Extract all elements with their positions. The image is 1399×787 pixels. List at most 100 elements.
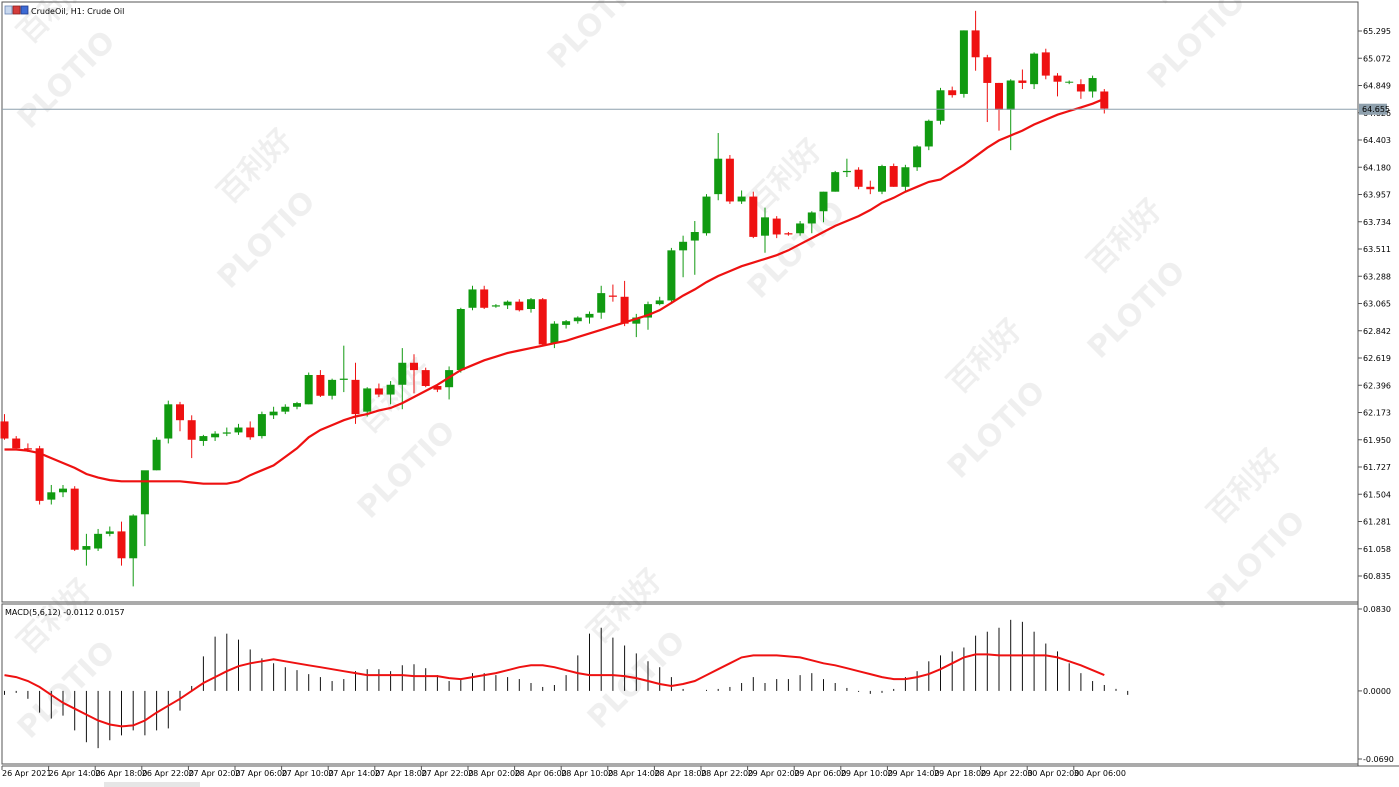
candle (176, 401, 184, 432)
candle (1006, 79, 1015, 151)
candle-body (398, 362, 407, 385)
macd-tick-label: 0.0000 (1363, 687, 1391, 696)
price-tick-label: 61.504 (1363, 490, 1391, 499)
candle-body (725, 158, 734, 202)
candle (983, 54, 992, 123)
candle (293, 401, 301, 410)
candle (714, 133, 723, 201)
price-tick-label: 64.849 (1363, 82, 1391, 91)
candle (784, 232, 793, 236)
candle (538, 298, 547, 346)
candle-body (316, 374, 325, 396)
candle (281, 404, 290, 415)
candle (878, 164, 886, 195)
time-tick-label: 28 Apr 06:00 (515, 769, 567, 778)
price-tick-label: 61.727 (1363, 463, 1391, 472)
candle-body (199, 436, 208, 441)
candle (398, 348, 407, 410)
candle-body (644, 304, 652, 318)
candle (1041, 48, 1050, 80)
time-tick-label: 26 Apr 14:00 (49, 769, 101, 778)
candle (351, 362, 360, 424)
candle-body (878, 166, 886, 192)
candle-body (585, 313, 594, 318)
time-tick-label: 29 Apr 02:00 (748, 769, 800, 778)
candle-body (82, 546, 91, 550)
candle-body (573, 317, 582, 322)
candle-body (386, 384, 395, 395)
candle-body (1088, 78, 1097, 92)
candle-body (421, 370, 430, 386)
price-tick-label: 65.072 (1363, 54, 1391, 63)
candle-body (152, 439, 161, 471)
candle-body (129, 515, 138, 559)
candle-body (35, 448, 44, 501)
horizontal-scrollbar[interactable] (104, 782, 200, 787)
candle-body (913, 146, 922, 168)
candle (304, 372, 313, 405)
candle (246, 421, 255, 440)
candle (211, 431, 220, 441)
candle (421, 367, 430, 388)
moving-average-line (4, 97, 1105, 485)
candle-body (351, 379, 360, 415)
candle (316, 370, 325, 397)
candle-body (831, 172, 840, 192)
price-tick-label: 61.058 (1363, 545, 1391, 554)
time-tick-label: 29 Apr 14:00 (887, 769, 939, 778)
candle-body (257, 414, 266, 437)
price-axis: 65.29565.07264.84964.62664.40364.18063.9… (1358, 27, 1391, 581)
candle (866, 180, 875, 195)
time-tick-label: 28 Apr 22:00 (701, 769, 753, 778)
candle-body (0, 421, 9, 439)
candle (948, 86, 957, 98)
candle-body (339, 378, 348, 380)
chart-window-icon[interactable] (4, 5, 29, 15)
candle-body (23, 448, 32, 450)
price-tick-label: 62.173 (1363, 409, 1391, 418)
candle (995, 82, 1003, 131)
price-tick-label: 63.288 (1363, 272, 1391, 281)
candle-body (269, 411, 278, 416)
candle (585, 311, 594, 324)
candle-body (597, 293, 606, 313)
candle-body (59, 488, 67, 493)
time-tick-label: 28 Apr 18:00 (654, 769, 706, 778)
candle-body (620, 296, 629, 324)
candle-body (842, 170, 851, 173)
candle (959, 30, 968, 98)
time-tick-label: 27 Apr 22:00 (421, 769, 473, 778)
candle (527, 298, 535, 313)
candle-body (211, 433, 220, 438)
candle-body (854, 169, 863, 187)
price-tick-label: 61.950 (1363, 436, 1391, 445)
macd-axis: 0.0830 0.0000 -0.0690 (1358, 605, 1394, 764)
price-tick-label: 62.619 (1363, 354, 1391, 363)
candle (491, 304, 500, 308)
candle (761, 207, 769, 253)
time-tick-label: 29 Apr 22:00 (981, 769, 1033, 778)
candle-body (410, 362, 418, 371)
candle (807, 211, 816, 234)
candle (35, 445, 44, 505)
candle-body (1076, 84, 1085, 92)
candle-body (117, 531, 126, 559)
candle-body (70, 488, 79, 550)
candle (152, 437, 161, 471)
candle (94, 528, 103, 551)
candle-body (608, 295, 617, 297)
candle (328, 378, 337, 400)
time-tick-label: 30 Apr 02:00 (1027, 769, 1079, 778)
candle (854, 167, 863, 190)
candle-body (702, 196, 711, 234)
candle-body (304, 374, 313, 405)
candle-body (374, 388, 383, 395)
candle (257, 411, 266, 439)
candle-body (749, 196, 758, 237)
time-tick-label: 29 Apr 06:00 (794, 769, 846, 778)
candle (129, 514, 138, 587)
candle-body (995, 82, 1003, 110)
candle (597, 285, 606, 319)
